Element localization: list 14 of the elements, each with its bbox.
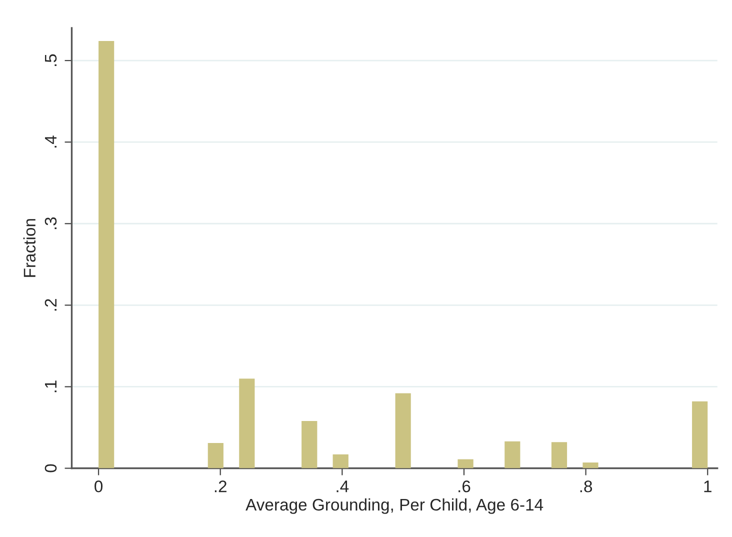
y-tick-label: .2 [44, 299, 56, 311]
y-tick-label: .5 [45, 54, 57, 66]
y-axis-title: Fraction [23, 219, 36, 277]
x-tick-label: .8 [580, 480, 592, 492]
x-tick-label: .2 [214, 480, 226, 492]
x-axis-title: Average Grounding, Per Child, Age 6-14 [246, 498, 544, 514]
x-tick-label: .4 [336, 480, 349, 492]
x-tick-label: 0 [94, 480, 103, 492]
y-tick-label: 0 [44, 464, 57, 472]
x-tick-label: 1 [704, 480, 712, 492]
y-tick-label: .3 [44, 217, 57, 230]
y-tick-label: .1 [45, 380, 56, 392]
x-tick-label: .6 [458, 480, 470, 492]
y-tick-label: .4 [45, 136, 56, 148]
